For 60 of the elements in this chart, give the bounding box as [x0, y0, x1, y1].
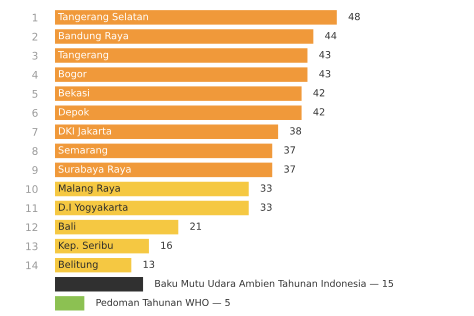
bar: [54, 162, 272, 178]
data-label: 16: [161, 242, 172, 249]
annotation: Baku Mutu Udara Ambien Tahunan Indonesia — 15: [155, 280, 394, 287]
annotation: D.I Yogyakarta: [58, 203, 128, 213]
y-tick-label: 3: [32, 52, 38, 60]
annotation: Depok: [58, 108, 90, 118]
annotation: DKI Jakarta: [58, 127, 111, 136]
y-tick-label: 12: [26, 223, 38, 232]
data-label: 38: [290, 127, 302, 135]
y-tick-label: 5: [32, 90, 38, 98]
data-label: 33: [260, 203, 272, 211]
bar: [54, 296, 84, 311]
bar: [54, 29, 314, 44]
data-label: 43: [319, 70, 330, 78]
annotation: Tangerang Selatan: [58, 12, 148, 22]
annotation: Belitung: [58, 260, 98, 270]
bar: [54, 144, 272, 158]
data-label: 42: [313, 89, 324, 96]
bar: [54, 105, 302, 120]
y-tick-label: 1: [32, 14, 38, 22]
bar: [54, 238, 149, 254]
bar: [54, 258, 132, 272]
y-tick-label: 10: [26, 185, 38, 194]
bar: [54, 277, 144, 292]
annotation: Bekasi: [58, 88, 89, 96]
y-tick-label: 7: [32, 128, 38, 136]
data-label: 33: [260, 184, 272, 192]
data-label: 43: [319, 51, 330, 58]
annotation: Malang Raya: [58, 184, 120, 194]
y-tick-label: 4: [32, 70, 38, 79]
bar: [54, 86, 302, 101]
data-label: 37: [284, 146, 296, 154]
y-tick-label: 2: [32, 32, 38, 40]
bar: [54, 124, 278, 140]
data-label: 42: [313, 108, 324, 116]
y-tick-label: 9: [32, 166, 38, 174]
annotation: Pedoman Tahunan WHO — 5: [96, 298, 230, 306]
data-label: 44: [325, 32, 336, 40]
annotation: Surabaya Raya: [58, 165, 131, 175]
annotation: Bandung Raya: [58, 32, 128, 42]
data-label: 21: [190, 222, 202, 230]
y-tick-label: 6: [32, 108, 38, 117]
annotation: Tangerang: [58, 51, 108, 60]
bar: [54, 67, 308, 82]
bar: [54, 220, 178, 234]
annotation: Semarang: [58, 146, 108, 156]
annotation: Bali: [58, 222, 76, 230]
y-tick-label: 8: [32, 147, 38, 155]
data-label: 37: [284, 165, 296, 173]
bar: [54, 10, 337, 25]
bar: [54, 200, 249, 216]
y-tick-label: 11: [26, 204, 38, 212]
data-label: 48: [348, 12, 360, 20]
bar: [54, 182, 249, 196]
y-tick-label: 13: [26, 242, 38, 250]
y-tick-label: 14: [26, 262, 38, 270]
bar: [54, 48, 308, 63]
data-label: 13: [144, 260, 154, 268]
annotation: Kep. Seribu: [58, 241, 113, 251]
annotation: Bogor: [58, 70, 87, 80]
